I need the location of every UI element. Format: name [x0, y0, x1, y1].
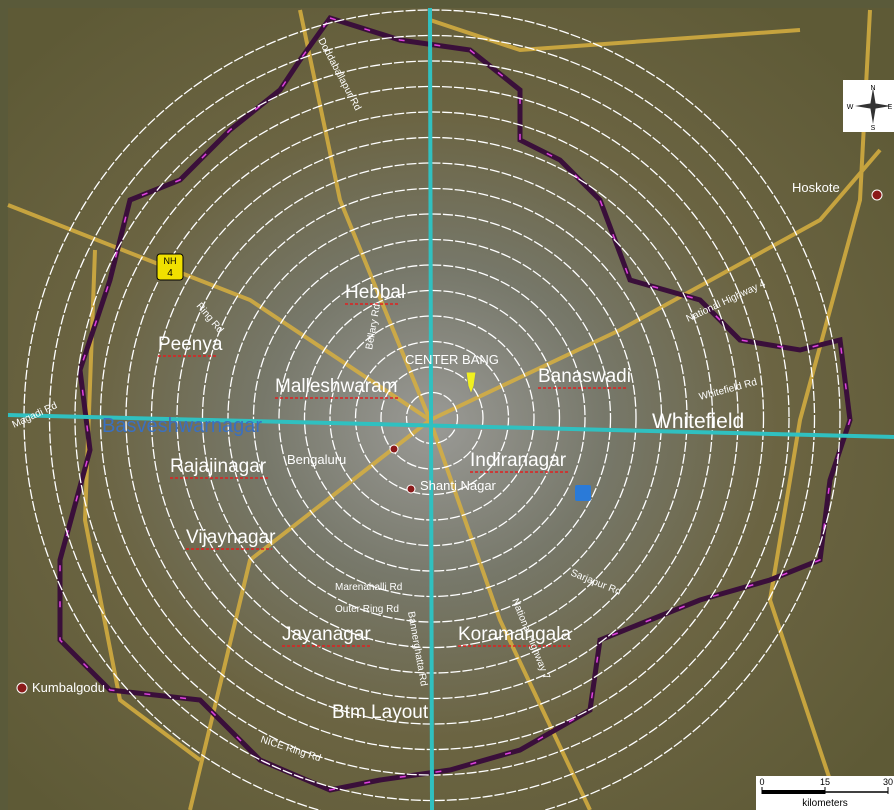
place-label: Bengaluru	[287, 452, 346, 467]
road-label: Outer Ring Rd	[335, 604, 399, 615]
place-label: CENTER BANG	[405, 352, 499, 367]
place-label: Malleshwaram	[275, 376, 397, 397]
spell-underlines	[158, 303, 628, 647]
shield-text: NH	[164, 256, 177, 266]
place-label: Shanti Nagar	[420, 478, 497, 493]
center-pin	[465, 371, 477, 396]
place-label: Rajajinagar	[170, 456, 267, 477]
scale-bar: kilometers 0 15 30	[756, 776, 894, 810]
place-labels: Hebbal Peenya Malleshwaram CENTER BANG B…	[32, 180, 840, 723]
city-dot	[389, 444, 399, 454]
scale-segment	[762, 790, 825, 794]
place-label: Kumbalgodu	[32, 680, 105, 695]
place-label: Basveshwarnagar	[102, 415, 262, 437]
compass-label: S	[871, 125, 876, 132]
ns-axis	[428, 7, 434, 810]
place-label: Banaswadi	[538, 366, 631, 387]
place-label: Hoskote	[792, 180, 840, 195]
ring	[354, 340, 510, 496]
ew-axis	[7, 413, 894, 439]
compass-rose	[855, 88, 891, 124]
compass-label: W	[847, 104, 854, 111]
city-dot	[406, 484, 416, 494]
place-label: Vijaynagar	[186, 527, 276, 548]
place-label: Whitefield	[652, 410, 744, 433]
place-label: Koramangala	[458, 624, 571, 645]
scale-tick-label: 0	[759, 777, 764, 787]
place-label: Peenya	[158, 334, 223, 355]
scale-unit: kilometers	[802, 798, 848, 809]
place-label: Indiranagar	[470, 450, 567, 471]
town-dot	[871, 189, 883, 201]
compass: N E S W	[843, 80, 894, 132]
scale-tick-label: 15	[820, 777, 830, 787]
scale-tick-label: 30	[883, 777, 893, 787]
town-dot	[16, 682, 28, 694]
nh-shield	[156, 253, 184, 281]
place-label: Btm Layout	[332, 702, 429, 723]
compass-label: N	[870, 85, 875, 92]
place-label: Hebbal	[345, 282, 405, 303]
place-label: Jayanagar	[282, 624, 371, 645]
compass-label: E	[888, 104, 893, 111]
airport-icon	[575, 485, 591, 501]
road-label: Marenahalli Rd	[335, 582, 402, 593]
shield-text: 4	[167, 268, 173, 279]
